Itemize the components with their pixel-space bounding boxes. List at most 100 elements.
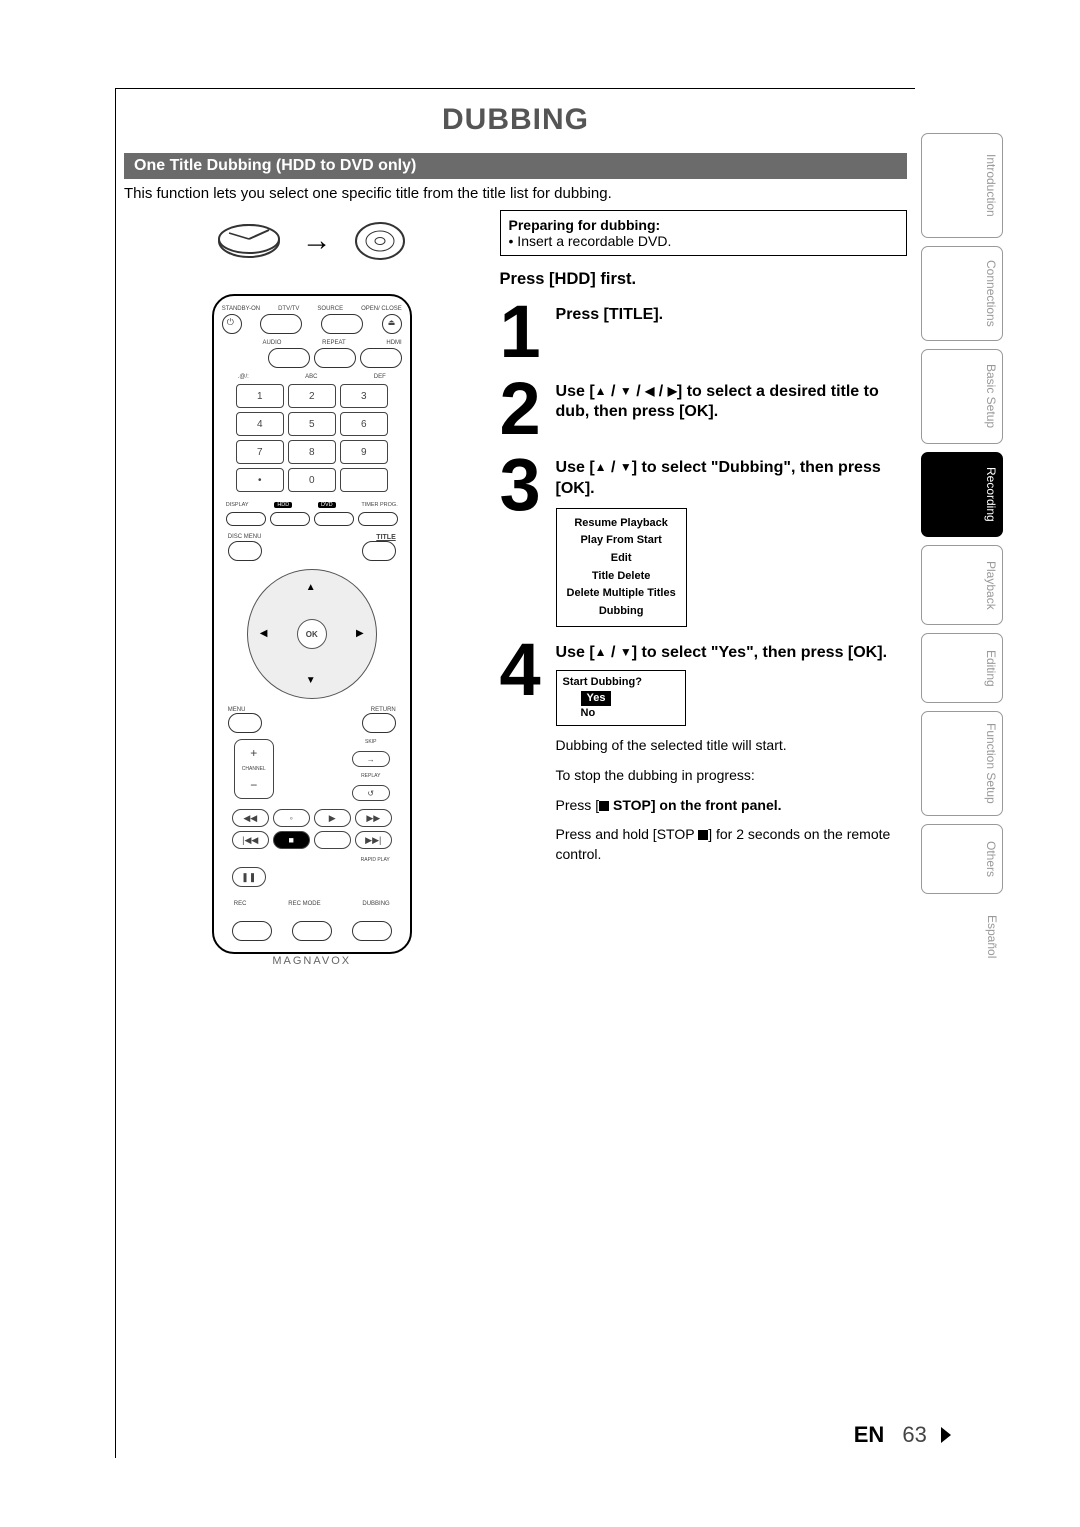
step-1: 1 Press [TITLE]. <box>500 299 907 366</box>
side-tab[interactable]: Others <box>921 824 1003 894</box>
lbl-repeat: REPEAT <box>322 340 346 346</box>
blank-button[interactable] <box>314 831 351 849</box>
next-button[interactable]: ▶▶| <box>355 831 392 849</box>
lbl-dubbing: DUBBING <box>362 901 389 907</box>
key-8[interactable]: 8 <box>288 440 336 464</box>
lbl-timer: TIMER PROG. <box>361 502 397 508</box>
replay-button[interactable]: ↺ <box>352 785 390 801</box>
dtv-button[interactable] <box>260 314 302 334</box>
manual-page: DUBBING One Title Dubbing (HDD to DVD on… <box>115 88 915 1458</box>
content-row: → STANDBY-ON DTV/TV SOURCE OPEN/ CLOSE ⏻ <box>116 210 915 954</box>
dpad[interactable]: ▲ ▼ ◀ ▶ OK <box>247 569 377 699</box>
left-icon: ◀ <box>260 628 268 639</box>
lbl-recmode: REC MODE <box>288 901 320 907</box>
key-3[interactable]: 3 <box>340 384 388 408</box>
key-1[interactable]: 1 <box>236 384 284 408</box>
side-tabs: IntroductionConnectionsBasic SetupRecord… <box>921 133 1003 980</box>
prev-button[interactable]: |◀◀ <box>232 831 269 849</box>
dialog-no: No <box>563 706 679 721</box>
lbl-replay: REPLAY <box>352 773 390 779</box>
right-icon: ▶ <box>356 628 364 639</box>
left-icon: ◀ <box>645 384 654 400</box>
discmenu-button[interactable] <box>228 541 262 561</box>
timer-button[interactable] <box>358 512 398 526</box>
side-tab[interactable]: Connections <box>921 246 1003 341</box>
stop-button[interactable]: ■ <box>273 831 310 849</box>
lbl-display: DISPLAY <box>226 502 249 508</box>
press-hdd-first: Press [HDD] first. <box>500 270 907 289</box>
stop-icon <box>698 830 708 840</box>
side-tab[interactable]: Basic Setup <box>921 349 1003 444</box>
channel-rocker[interactable]: + CHANNEL − <box>234 739 274 799</box>
lbl-standby: STANDBY-ON <box>222 306 260 312</box>
key-5[interactable]: 5 <box>288 412 336 436</box>
next-page-icon <box>941 1427 951 1443</box>
hdd-button[interactable] <box>270 512 310 526</box>
menu-item: Resume Playback <box>567 515 676 533</box>
lbl-channel: CHANNEL <box>242 766 266 772</box>
up-icon: ▲ <box>306 582 316 593</box>
ok-button[interactable]: OK <box>297 619 327 649</box>
side-tab[interactable]: Editing <box>921 633 1003 703</box>
source-button[interactable] <box>321 314 363 334</box>
key-dot[interactable]: • <box>236 468 284 492</box>
repeat-button[interactable] <box>314 348 356 368</box>
lbl-dvd: DVD <box>318 502 336 508</box>
ff-button[interactable]: ▶▶ <box>355 809 392 827</box>
side-tab[interactable]: Introduction <box>921 133 1003 238</box>
key-6[interactable]: 6 <box>340 412 388 436</box>
step-2-text: Use [▲ / ▼ / ◀ / ▶] to select a desired … <box>556 382 907 424</box>
brand-label: MAGNAVOX <box>222 955 402 967</box>
menu-button[interactable] <box>228 713 262 733</box>
key-0[interactable]: 0 <box>288 468 336 492</box>
dvd-button[interactable] <box>314 512 354 526</box>
side-tab[interactable]: Playback <box>921 545 1003 625</box>
lbl-dtv: DTV/TV <box>278 306 299 312</box>
display-button[interactable] <box>226 512 266 526</box>
step-num-2: 2 <box>500 376 556 443</box>
pause-button[interactable]: ❚❚ <box>232 867 266 887</box>
prep-heading: Preparing for dubbing: <box>509 217 898 233</box>
key-blank[interactable] <box>340 468 388 492</box>
step-num-3: 3 <box>500 452 556 519</box>
intro-text: This function lets you select one specif… <box>116 185 915 210</box>
side-tab[interactable]: Recording <box>921 452 1003 537</box>
right-icon: ▶ <box>668 384 677 400</box>
dubbing-button[interactable] <box>352 921 392 941</box>
side-tab[interactable]: Function Setup <box>921 711 1003 816</box>
down-icon: ▼ <box>620 460 632 476</box>
disc-diagram: → <box>124 218 500 264</box>
title-button[interactable] <box>362 541 396 561</box>
return-button[interactable] <box>362 713 396 733</box>
key-9[interactable]: 9 <box>340 440 388 464</box>
lbl-open: OPEN/ CLOSE <box>361 306 402 312</box>
dialog-yes: Yes <box>581 691 612 706</box>
up-icon: ▲ <box>595 645 607 661</box>
side-tab[interactable]: Español <box>921 902 1003 972</box>
down-icon: ▼ <box>306 675 316 686</box>
note-start: Dubbing of the selected title will start… <box>556 736 907 756</box>
dialog-title: Start Dubbing? <box>563 675 679 690</box>
rew-button[interactable]: ◀◀ <box>232 809 269 827</box>
power-button[interactable]: ⏻ <box>222 314 242 334</box>
up-icon: ▲ <box>595 384 607 400</box>
lbl-hdmi: HDMI <box>386 340 401 346</box>
rec-dot-button[interactable]: ◦ <box>273 809 310 827</box>
note-stop2: Press and hold [STOP ] for 2 seconds on … <box>556 825 907 864</box>
eject-button[interactable]: ⏏ <box>382 314 402 334</box>
step-1-text: Press [TITLE]. <box>556 305 664 326</box>
skip-button[interactable]: → <box>352 751 390 767</box>
note-stop1: Press [ STOP] on the front panel. <box>556 796 907 816</box>
key-4[interactable]: 4 <box>236 412 284 436</box>
lbl-hdd: HDD <box>274 502 292 508</box>
hdmi-button[interactable] <box>360 348 402 368</box>
rec-button[interactable] <box>232 921 272 941</box>
menu-item: Edit <box>567 550 676 568</box>
recmode-button[interactable] <box>292 921 332 941</box>
right-column: Preparing for dubbing: • Insert a record… <box>500 210 915 954</box>
audio-button[interactable] <box>268 348 310 368</box>
key-2[interactable]: 2 <box>288 384 336 408</box>
key-7[interactable]: 7 <box>236 440 284 464</box>
play-button[interactable]: ▶ <box>314 809 351 827</box>
dvd-icon <box>350 218 410 264</box>
